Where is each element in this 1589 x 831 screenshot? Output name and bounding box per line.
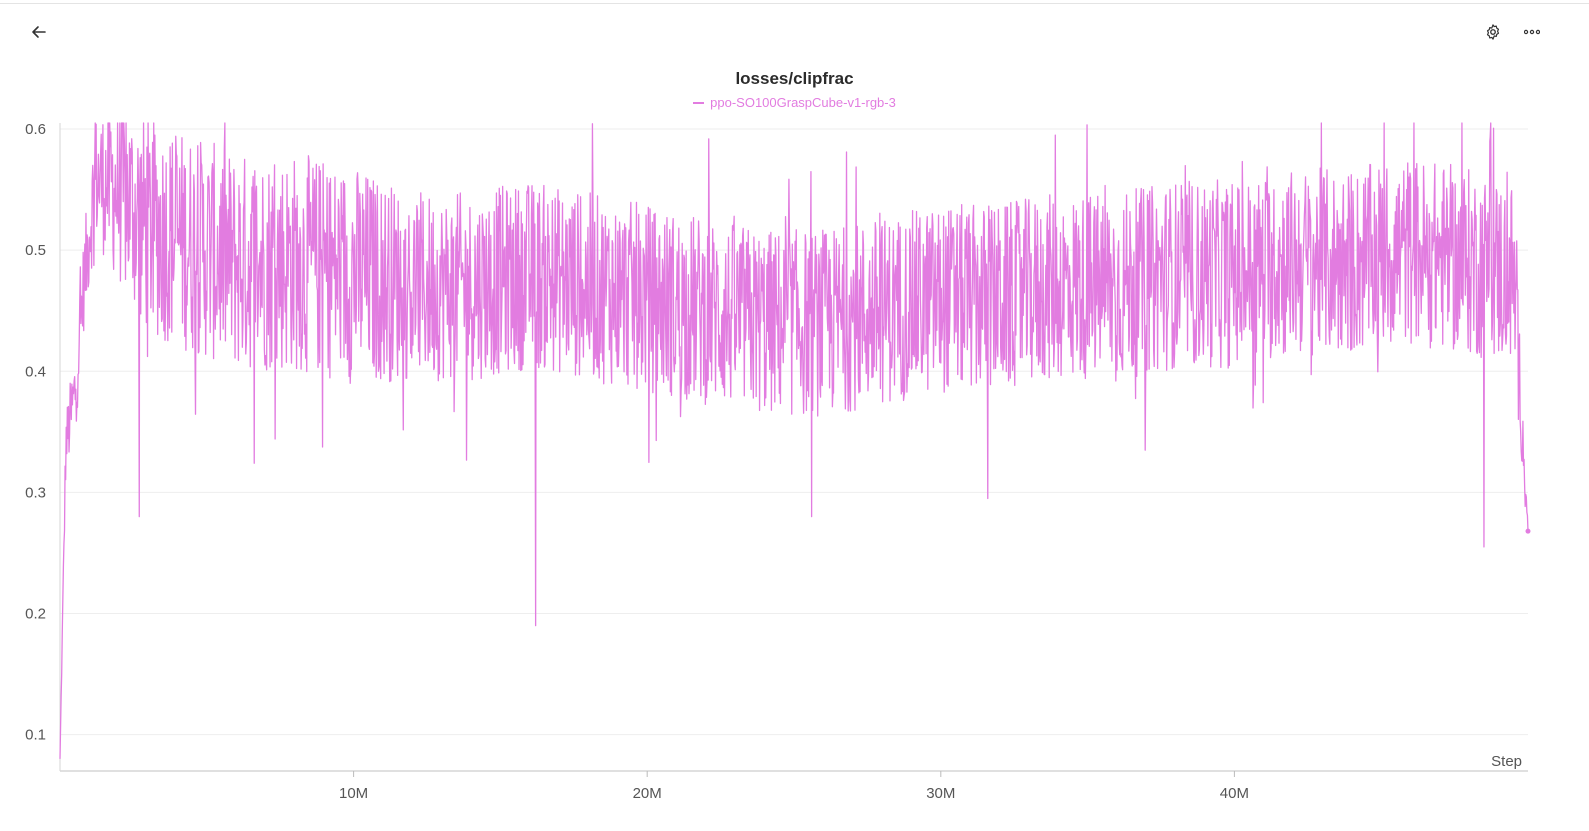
y-tick-label: 0.4	[25, 363, 46, 380]
chart-title: losses/clipfrac	[735, 69, 854, 88]
x-axis-label: Step	[1491, 753, 1522, 770]
y-tick-label: 0.5	[25, 242, 46, 259]
series-line	[59, 122, 1529, 759]
top-border	[0, 3, 1589, 4]
y-tick-label: 0.2	[25, 606, 46, 623]
legend-swatch	[693, 101, 705, 104]
x-tick-label: 10M	[339, 785, 368, 802]
legend-series-name: ppo-SO100GraspCube-v1-rgb-3	[710, 95, 896, 110]
more-options-button[interactable]	[1518, 18, 1546, 46]
tick-labels: 0.1 0.2 0.3 0.4 0.5 0.6 10M 20M 30M 40M	[25, 121, 1249, 802]
settings-button[interactable]	[1479, 18, 1507, 46]
y-tick-label: 0.6	[25, 121, 46, 138]
more-horizontal-icon	[1524, 29, 1540, 35]
gear-icon	[1486, 24, 1500, 40]
series-end-point	[1525, 528, 1531, 534]
back-button[interactable]	[25, 18, 53, 46]
series-layer	[59, 122, 1531, 759]
x-tick-label: 40M	[1220, 785, 1249, 802]
axes	[59, 123, 1528, 777]
x-tick-label: 30M	[926, 785, 955, 802]
x-tick-label: 20M	[633, 785, 662, 802]
legend[interactable]: ppo-SO100GraspCube-v1-rgb-3	[0, 95, 1589, 110]
y-tick-label: 0.1	[25, 727, 46, 744]
arrow-left-icon	[32, 26, 46, 38]
y-tick-label: 0.3	[25, 484, 46, 501]
